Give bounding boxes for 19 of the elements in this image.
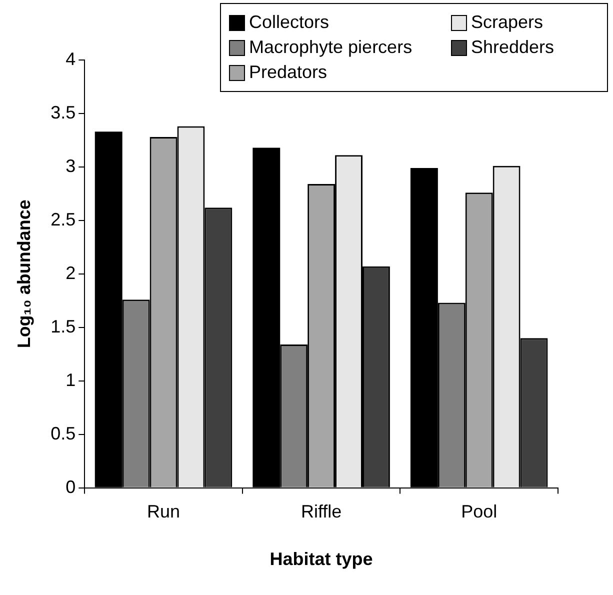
y-tick-label: 0.5 xyxy=(50,423,76,444)
y-tick-label: 1.5 xyxy=(50,316,76,336)
y-tick-label: 3.5 xyxy=(50,102,76,122)
y-tick-label: 3 xyxy=(66,156,76,176)
y-tick-label: 2 xyxy=(66,262,76,283)
y-axis-title: Log₁₀ abundance xyxy=(14,200,34,348)
legend-label: Collectors xyxy=(249,12,330,33)
legend-label: Scrapers xyxy=(471,12,544,33)
legend-label: Macrophyte piercers xyxy=(249,37,412,58)
legend-label: Predators xyxy=(249,62,328,83)
x-tick-label: Run xyxy=(147,502,180,522)
y-tick-label: 4 xyxy=(66,48,76,69)
y-tick-label: 2.5 xyxy=(50,209,76,230)
x-tick-label: Riffle xyxy=(300,502,342,522)
x-axis-title: Habitat type xyxy=(270,549,373,570)
y-tick-label: 0 xyxy=(66,476,76,497)
y-tick-label: 1 xyxy=(66,370,76,390)
legend-label: Shredders xyxy=(471,37,554,58)
x-tick-label: Pool xyxy=(461,502,498,522)
